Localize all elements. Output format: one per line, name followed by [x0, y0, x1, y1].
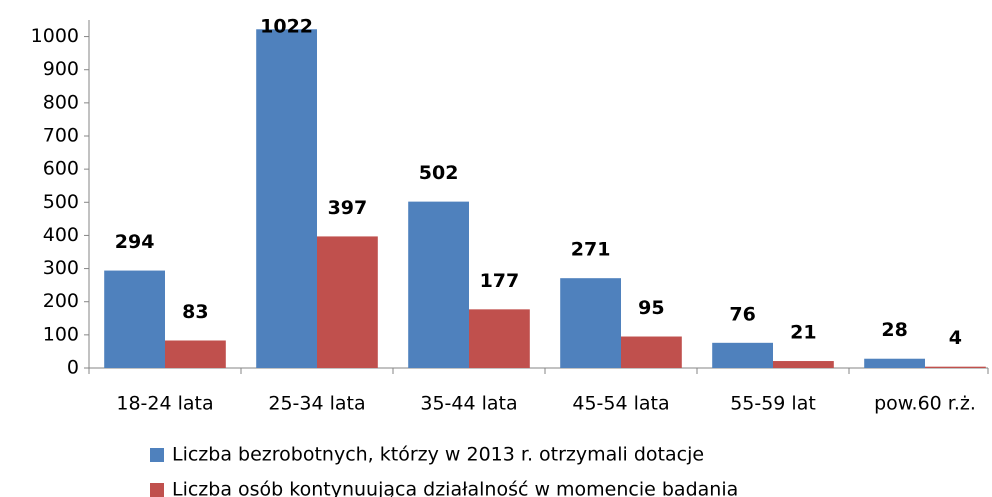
x-tick-label: 45-54 lata	[572, 393, 669, 415]
legend-swatch	[150, 448, 164, 462]
bar	[469, 309, 530, 368]
legend-label: Liczba osób kontynuująca działalność w m…	[172, 479, 738, 497]
bar	[560, 278, 621, 368]
x-tick-label: 25-34 lata	[268, 393, 365, 415]
bar	[621, 336, 682, 368]
y-tick-label: 1000	[31, 25, 79, 47]
bar	[925, 366, 986, 368]
value-label: 4	[949, 327, 962, 349]
x-tick-label: 18-24 lata	[116, 393, 213, 415]
value-label: 397	[328, 197, 368, 219]
value-label: 271	[571, 239, 611, 261]
bar	[256, 29, 317, 369]
y-tick-label: 200	[43, 290, 79, 312]
bar	[408, 201, 469, 368]
legend-swatch	[150, 483, 164, 497]
bar	[165, 340, 226, 368]
y-tick-label: 300	[43, 257, 79, 279]
value-label: 95	[638, 297, 664, 319]
y-tick-label: 600	[43, 158, 79, 180]
x-tick-label: 35-44 lata	[420, 393, 517, 415]
bar	[864, 358, 925, 368]
value-label: 76	[729, 303, 755, 325]
y-tick-label: 400	[43, 224, 79, 246]
legend-label: Liczba bezrobotnych, którzy w 2013 r. ot…	[172, 444, 704, 466]
value-label: 177	[480, 270, 520, 292]
bar	[317, 236, 378, 368]
y-tick-label: 100	[43, 323, 79, 345]
x-tick-label: pow.60 r.ż.	[874, 393, 976, 415]
value-label: 21	[790, 322, 816, 344]
bar	[712, 342, 773, 368]
y-tick-label: 800	[43, 91, 79, 113]
y-tick-label: 0	[67, 357, 79, 379]
value-label: 1022	[260, 16, 313, 38]
y-tick-label: 700	[43, 125, 79, 147]
value-label: 28	[881, 319, 907, 341]
value-label: 83	[182, 301, 208, 323]
value-label: 294	[115, 231, 155, 253]
y-tick-label: 500	[43, 191, 79, 213]
value-label: 502	[419, 162, 459, 184]
bar	[104, 270, 165, 368]
y-tick-label: 900	[43, 58, 79, 80]
bar	[773, 361, 834, 368]
x-tick-label: 55-59 lat	[730, 393, 816, 415]
